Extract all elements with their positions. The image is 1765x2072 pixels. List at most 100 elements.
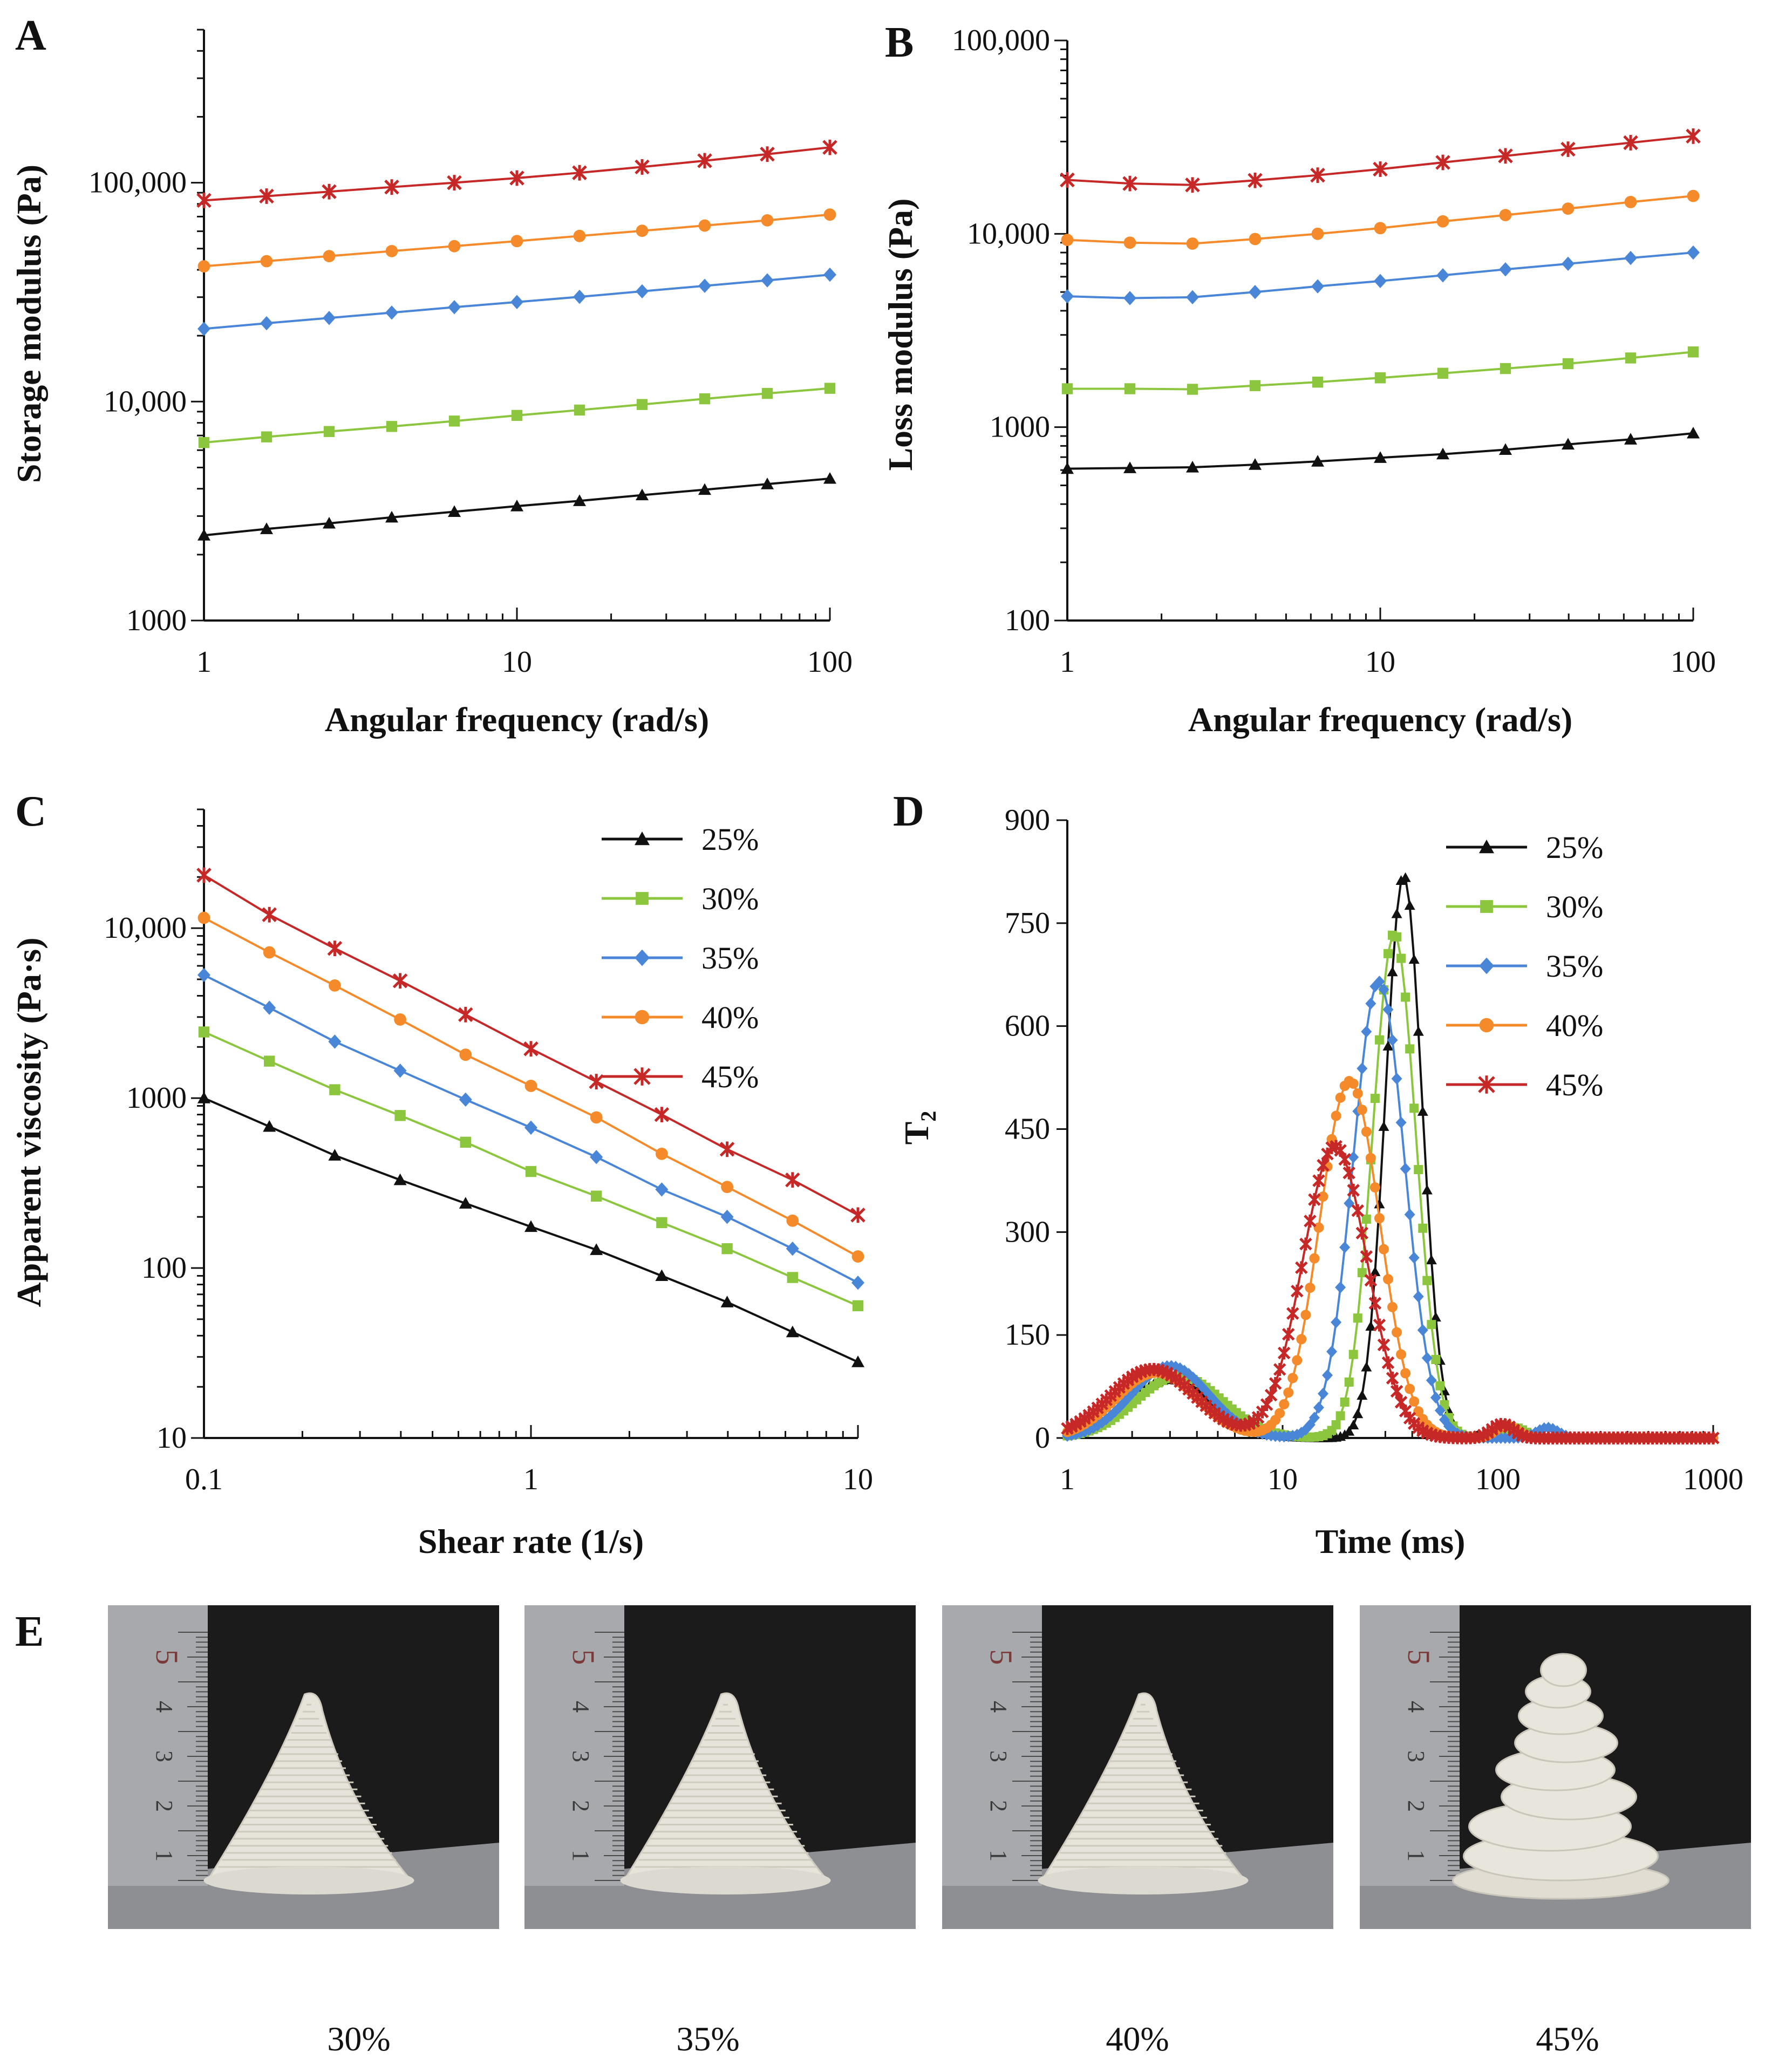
panel-b-point-45pct [1435, 154, 1450, 171]
chart-panel-b: 1 10 100 100 1000 10,000 100,000 Angular freque… [881, 24, 1716, 739]
panel-b-point-35pct [1374, 274, 1387, 289]
panel-c-point-25pct [655, 1269, 669, 1282]
panel-b-x-tick-label: 100 [1671, 645, 1716, 679]
panel-c-point-40pct [721, 1181, 733, 1194]
panel-c-point-30pct [198, 1026, 210, 1038]
panel-c-point-25pct [393, 1173, 407, 1185]
panel-letter-c: C [15, 788, 46, 835]
panel-c-x-tick-label: 0.1 [185, 1463, 223, 1496]
panel-a-point-35pct [573, 289, 587, 304]
panel-d-point-40pct [1357, 1105, 1367, 1115]
panel-d-point-45pct [1291, 1284, 1304, 1298]
panel-b-x-tick-label: 10 [1365, 645, 1395, 679]
panel-b-point-45pct [1310, 167, 1325, 183]
panel-c-legend-label-30pct: 30% [701, 881, 759, 916]
panel-c-point-30pct [460, 1136, 472, 1148]
panel-c-point-25pct [328, 1149, 342, 1161]
panel-c-point-35pct [720, 1210, 734, 1224]
panel-c-legend-label-35pct: 35% [701, 940, 759, 976]
panel-a-point-45pct [760, 146, 775, 162]
chart-panel-a: 1 10 100 1000 10,000 100,000 Angular frequency… [10, 29, 853, 739]
panel-a-point-40pct [510, 235, 523, 248]
photo-panel-e: 1 2 3 4 5 30% 1 2 3 4 5 35% 1 2 3 4 5 40% 1 2 3 4 5 45% [108, 1605, 1751, 2058]
panel-c-series-35pct [197, 967, 864, 1290]
ruler-number: 1 [1403, 1850, 1429, 1862]
panel-a-point-40pct [260, 255, 273, 268]
panel-a-point-45pct [447, 175, 462, 190]
panel-b-point-40pct [1123, 236, 1136, 249]
panel-d-point-35pct [1434, 1404, 1446, 1416]
panel-a-point-45pct [509, 170, 524, 186]
panel-c-legend-item-40pct: 40% [602, 1000, 759, 1035]
panel-b-point-25pct [1436, 447, 1450, 460]
panel-d-point-30pct [1357, 1268, 1367, 1278]
ruler-number: 2 [151, 1800, 178, 1812]
panel-d-point-30pct [1374, 1035, 1384, 1045]
panel-b-point-25pct [1311, 455, 1325, 467]
panel-c-legend-item-25pct: 25% [602, 822, 759, 857]
panel-a-series-30pct [198, 383, 836, 448]
ruler-number: 4 [985, 1701, 1012, 1713]
panel-c-point-30pct [656, 1217, 667, 1229]
panel-b-y-tick-label: 100 [1005, 604, 1050, 637]
panel-b-point-25pct [1499, 443, 1512, 455]
panel-c-point-45pct [262, 906, 277, 923]
panel-b-point-25pct [1624, 433, 1638, 445]
panel-b-point-30pct [1562, 358, 1574, 370]
panel-b-point-45pct [1560, 141, 1576, 157]
ruler-number: 3 [1403, 1750, 1429, 1762]
panel-b-point-25pct [1687, 426, 1700, 439]
panel-c-x-tick-label: 10 [843, 1463, 873, 1496]
panel-a-point-40pct [636, 224, 649, 237]
panel-d-point-45pct [1355, 1226, 1369, 1240]
panel-c-point-35pct [263, 1000, 276, 1015]
panel-a-y-axis-title: Storage modulus (Pa) [10, 165, 48, 483]
panel-d-point-35pct [1387, 1034, 1398, 1046]
panel-d-point-40pct [1400, 1368, 1411, 1379]
ruler-number: 4 [1403, 1701, 1429, 1713]
panel-d-point-40pct [1413, 1406, 1424, 1417]
panel-d-point-30pct [1396, 953, 1406, 963]
panel-d-point-25pct [1378, 1121, 1389, 1131]
panel-c-series-30pct [198, 1026, 864, 1312]
panel-d-point-40pct [1287, 1373, 1298, 1383]
ruler-number: 5 [1401, 1650, 1436, 1665]
panel-d-point-30pct [1344, 1377, 1354, 1387]
panel-a-point-40pct [573, 229, 586, 242]
panel-b-x-tick-label: 1 [1060, 645, 1075, 679]
panel-c-point-45pct [589, 1074, 604, 1089]
panel-c-legend-label-25pct: 25% [701, 822, 759, 857]
panel-b-y-tick-label: 10,000 [967, 217, 1050, 250]
ruler [524, 1605, 624, 1886]
panel-d-point-35pct [1417, 1324, 1428, 1337]
panel-b-y-tick-label: 1000 [990, 411, 1050, 444]
panel-c-point-30pct [787, 1272, 799, 1283]
photo-label-45pct: 45% [1536, 2020, 1599, 2058]
panel-b-y-axis-title: Loss modulus (Pa) [881, 199, 919, 471]
panel-b-point-40pct [1186, 237, 1199, 250]
panel-d-point-35pct [1326, 1345, 1338, 1358]
photo-label-35pct: 35% [676, 2020, 739, 2058]
panel-a-point-30pct [448, 415, 460, 427]
panel-d-point-25pct [1352, 1408, 1364, 1419]
panel-b-point-30pct [1374, 372, 1386, 384]
panel-d-point-40pct [1275, 1408, 1285, 1419]
panel-d-point-35pct [1313, 1401, 1324, 1414]
panel-d-point-25pct [1387, 966, 1398, 977]
panel-b-point-40pct [1687, 189, 1700, 202]
ruler [942, 1605, 1042, 1886]
panel-d-point-35pct [1404, 1208, 1415, 1221]
panel-d-point-35pct [1395, 1116, 1407, 1129]
panel-d-legend-label-30pct: 30% [1546, 889, 1603, 924]
panel-c-legend-marker-35pct [635, 949, 650, 966]
panel-c-legend-marker-40pct [635, 1010, 650, 1025]
panel-d-point-30pct [1418, 1223, 1428, 1233]
panel-c-point-40pct [263, 946, 276, 959]
panel-a-point-25pct [448, 505, 461, 517]
panel-letter-d: D [893, 788, 924, 835]
panel-d-legend-item-40pct: 40% [1446, 1008, 1603, 1043]
panel-d-point-35pct [1430, 1392, 1441, 1404]
panel-c-point-35pct [197, 967, 210, 983]
ruler-number: 3 [151, 1750, 178, 1762]
panel-d-point-40pct [1313, 1222, 1324, 1233]
